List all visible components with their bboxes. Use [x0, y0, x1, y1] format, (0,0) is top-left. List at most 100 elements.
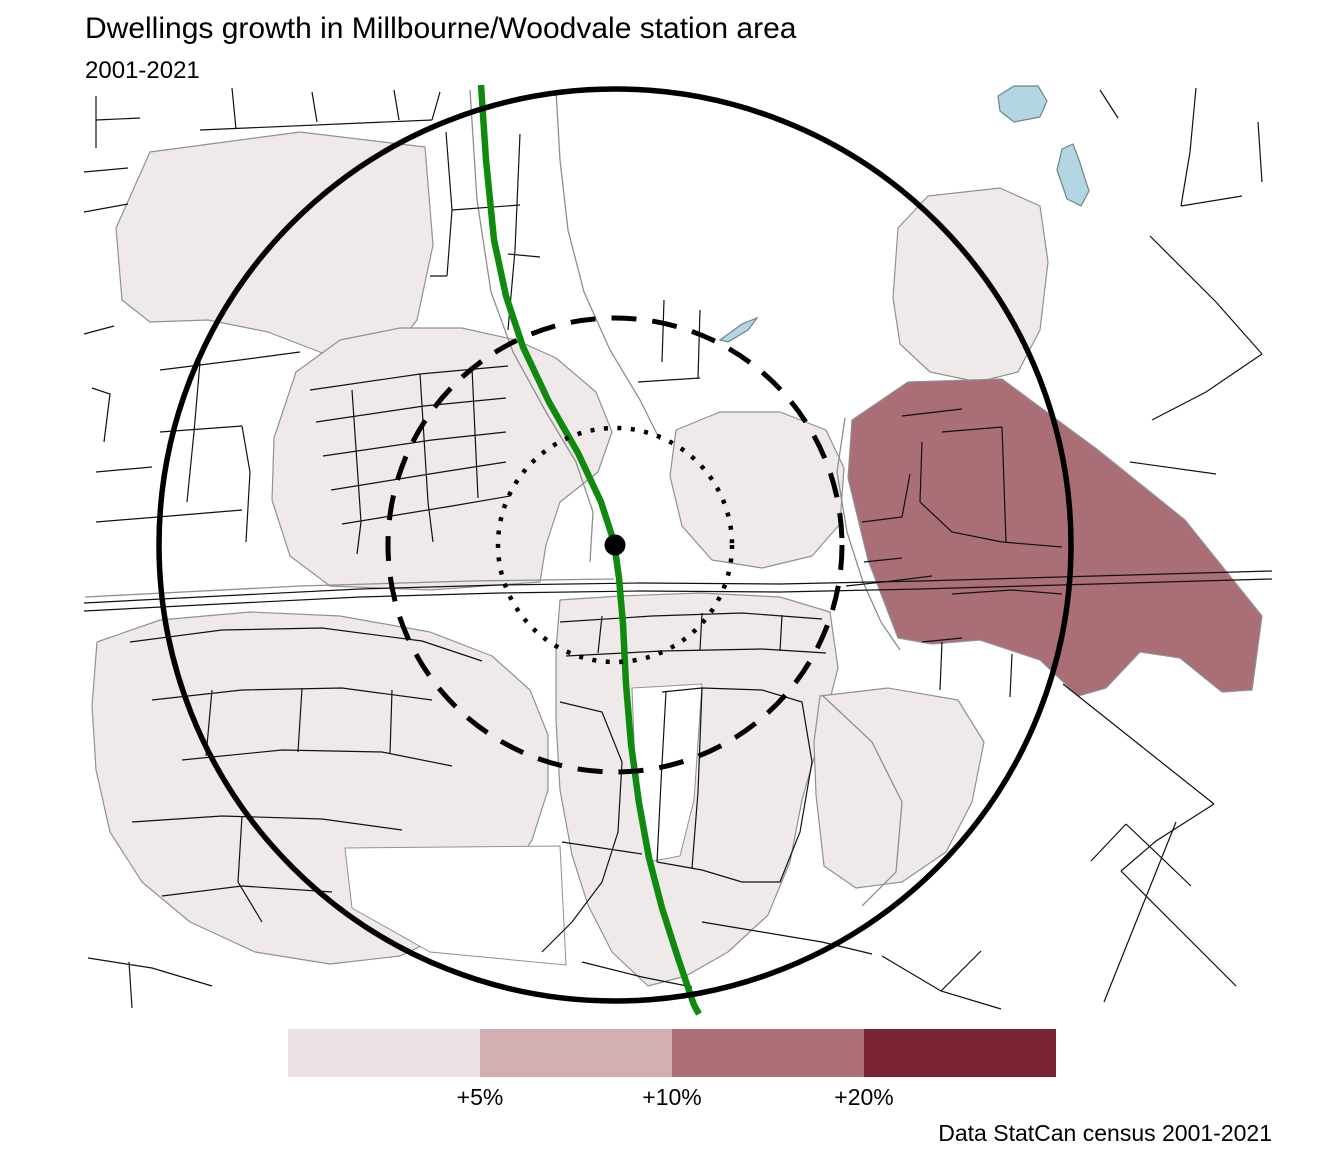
- road-black: [1090, 823, 1127, 862]
- road-black: [1125, 823, 1192, 887]
- road-black: [237, 815, 263, 923]
- road-black: [1180, 195, 1243, 207]
- road-black: [231, 87, 237, 130]
- road-black: [1099, 89, 1119, 119]
- road-black: [863, 557, 903, 563]
- data-attribution: Data StatCan census 2001-2021: [938, 1120, 1272, 1146]
- road-black: [389, 689, 393, 755]
- growth-area-low: [813, 687, 985, 889]
- road-black: [95, 509, 243, 523]
- road-black: [656, 861, 743, 883]
- road-black: [951, 589, 1063, 595]
- road-black: [322, 431, 507, 457]
- road-black: [315, 397, 507, 423]
- road-black: [297, 687, 303, 753]
- road-black: [939, 641, 943, 691]
- road-black: [199, 119, 433, 131]
- road-black: [541, 701, 623, 953]
- road-black: [83, 203, 129, 213]
- road-black: [1180, 87, 1197, 207]
- legend-tick-2: +20%: [834, 1084, 894, 1110]
- road-black: [131, 815, 403, 831]
- inner-walkshed-ring: [495, 425, 735, 665]
- road-black: [941, 426, 1003, 433]
- road-black: [1151, 353, 1263, 421]
- road-black: [451, 204, 521, 211]
- road-black: [427, 501, 434, 543]
- road-black: [431, 91, 441, 121]
- road-black: [1001, 541, 1063, 548]
- road-black: [561, 841, 643, 855]
- road-black: [779, 614, 783, 652]
- road-black: [341, 495, 511, 525]
- legend-tick-1: +10%: [642, 1084, 702, 1110]
- legend-swatch-2: [672, 1029, 864, 1077]
- road-black: [83, 578, 1273, 612]
- legend-color-bar: [288, 1029, 1056, 1077]
- road-gray: [555, 89, 661, 441]
- road-black: [1120, 870, 1237, 987]
- road-black: [661, 687, 813, 763]
- road-black: [597, 615, 603, 654]
- road-black: [181, 749, 453, 767]
- road-black: [161, 885, 333, 897]
- road-black: [637, 377, 701, 383]
- road-black: [661, 299, 665, 363]
- outer-walkshed-ring: [156, 86, 1074, 1004]
- transit-line: [477, 84, 702, 1016]
- road-gray: [821, 694, 903, 907]
- road-black: [241, 425, 251, 543]
- water-body: [1056, 143, 1090, 207]
- road-black: [861, 473, 911, 523]
- road-black: [1001, 426, 1007, 543]
- road-black: [919, 441, 1003, 543]
- page-subtitle: 2001-2021: [85, 57, 200, 84]
- road-black: [845, 575, 933, 587]
- road-black: [159, 351, 301, 371]
- road-black: [151, 687, 433, 701]
- road-black: [419, 373, 429, 503]
- road-black: [330, 461, 507, 491]
- road-black: [697, 309, 701, 379]
- road-black: [87, 957, 213, 987]
- road-black: [699, 612, 703, 651]
- road-gray: [84, 578, 615, 598]
- road-black: [91, 387, 111, 443]
- road-black: [1129, 461, 1217, 475]
- growth-area-low: [892, 187, 1049, 383]
- road-black: [311, 91, 318, 123]
- road-black: [83, 570, 1273, 604]
- road-black: [1149, 235, 1263, 355]
- road-black: [186, 361, 201, 503]
- road-black: [129, 627, 483, 662]
- road-gray: [836, 417, 901, 651]
- road-black: [1009, 653, 1013, 698]
- road-black: [1062, 683, 1215, 805]
- road-black: [581, 961, 693, 988]
- growth-area-low: [669, 411, 845, 569]
- road-black: [1257, 121, 1263, 183]
- middle-walkshed-ring: [385, 315, 845, 775]
- growth-area-mid: [847, 378, 1263, 697]
- water-body: [997, 85, 1048, 123]
- road-black: [921, 637, 963, 643]
- road-black: [393, 89, 400, 121]
- road-black: [351, 389, 362, 523]
- road-black: [565, 648, 827, 657]
- page-title: Dwellings growth in Millbourne/Woodvale …: [85, 12, 797, 45]
- growth-area-low: [271, 327, 613, 591]
- road-black: [83, 167, 129, 173]
- road-black: [701, 921, 873, 955]
- road-black: [95, 466, 153, 473]
- water-body: [718, 316, 759, 343]
- road-black: [471, 367, 479, 499]
- road-black: [445, 131, 453, 277]
- road-black: [881, 955, 1002, 1010]
- road-black: [83, 325, 115, 335]
- road-black: [95, 117, 141, 121]
- road-black: [356, 521, 362, 555]
- station-marker: [604, 534, 626, 556]
- road-black: [901, 408, 963, 417]
